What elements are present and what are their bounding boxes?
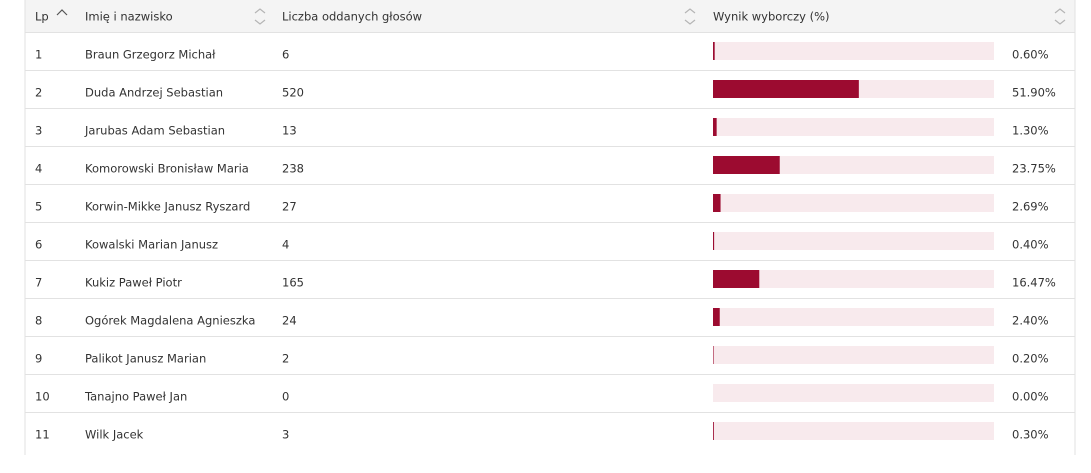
votes-cell: 0 xyxy=(282,390,289,404)
bar-track xyxy=(713,384,994,402)
votes-cell: 3 xyxy=(282,428,289,442)
votes-cell: 27 xyxy=(282,200,297,214)
result-bar xyxy=(713,232,715,250)
result-label: 0.40% xyxy=(1012,238,1049,252)
lp-cell: 8 xyxy=(35,314,42,328)
result-label: 0.60% xyxy=(1012,48,1049,62)
header-cell[interactable]: Liczba oddanych głosów xyxy=(282,10,422,24)
name-cell: Jarubas Adam Sebastian xyxy=(84,124,225,138)
lp-cell: 6 xyxy=(35,238,42,252)
header-cell[interactable]: Imię i nazwisko xyxy=(85,10,173,24)
votes-cell: 13 xyxy=(282,124,297,138)
lp-cell: 2 xyxy=(35,86,42,100)
bar-track xyxy=(713,156,994,174)
name-cell: Korwin-Mikke Janusz Ryszard xyxy=(85,200,250,214)
votes-cell: 6 xyxy=(282,48,289,62)
bar-track xyxy=(713,118,994,136)
header-cell[interactable]: Lp xyxy=(35,10,49,24)
result-label: 16.47% xyxy=(1012,276,1056,290)
votes-cell: 24 xyxy=(282,314,297,328)
votes-cell: 4 xyxy=(282,238,289,252)
name-cell: Duda Andrzej Sebastian xyxy=(85,86,223,100)
bar-track xyxy=(713,270,994,288)
bar-track xyxy=(713,42,994,60)
votes-cell: 2 xyxy=(282,352,289,366)
name-cell: Tanajno Paweł Jan xyxy=(84,390,187,404)
sort-icon[interactable] xyxy=(684,8,696,25)
sort-icon[interactable] xyxy=(1054,8,1066,25)
bar-track xyxy=(713,194,994,212)
result-bar xyxy=(713,194,721,212)
votes-cell: 165 xyxy=(282,276,304,290)
result-label: 23.75% xyxy=(1012,162,1056,176)
lp-cell: 7 xyxy=(35,276,42,290)
header-cell[interactable]: Wynik wyborczy (%) xyxy=(713,10,830,24)
bar-track xyxy=(713,232,994,250)
result-label: 51.90% xyxy=(1012,86,1056,100)
result-bar xyxy=(713,42,715,60)
name-cell: Kowalski Marian Janusz xyxy=(85,238,218,252)
name-cell: Kukiz Paweł Piotr xyxy=(85,276,182,290)
sort-icon[interactable] xyxy=(56,9,68,16)
result-bar xyxy=(713,80,859,98)
lp-cell: 9 xyxy=(35,352,42,366)
lp-cell: 4 xyxy=(35,162,42,176)
name-cell: Wilk Jacek xyxy=(85,428,144,442)
votes-cell: 238 xyxy=(282,162,304,176)
name-cell: Ogórek Magdalena Agnieszka xyxy=(85,314,255,328)
result-label: 2.40% xyxy=(1012,314,1049,328)
result-label: 1.30% xyxy=(1012,124,1049,138)
header-row xyxy=(25,0,1075,32)
votes-cell: 520 xyxy=(282,86,304,100)
result-label: 0.00% xyxy=(1012,390,1049,404)
bar-track xyxy=(713,346,994,364)
result-bar xyxy=(713,346,714,364)
bar-track xyxy=(713,422,994,440)
result-bar xyxy=(713,156,780,174)
bar-track xyxy=(713,308,994,326)
name-cell: Palikot Janusz Marian xyxy=(85,352,206,366)
name-cell: Komorowski Bronisław Maria xyxy=(85,162,249,176)
result-label: 0.30% xyxy=(1012,428,1049,442)
result-bar xyxy=(713,308,720,326)
sort-icon[interactable] xyxy=(254,8,266,25)
lp-cell: 1 xyxy=(35,48,42,62)
lp-cell: 11 xyxy=(35,428,50,442)
name-cell: Braun Grzegorz Michał xyxy=(85,48,216,62)
lp-cell: 3 xyxy=(35,124,42,138)
result-bar xyxy=(713,270,760,288)
result-bar xyxy=(713,422,714,440)
lp-cell: 5 xyxy=(35,200,42,214)
result-label: 2.69% xyxy=(1012,200,1049,214)
result-label: 0.20% xyxy=(1012,352,1049,366)
result-bar xyxy=(713,118,717,136)
lp-cell: 10 xyxy=(35,390,50,404)
